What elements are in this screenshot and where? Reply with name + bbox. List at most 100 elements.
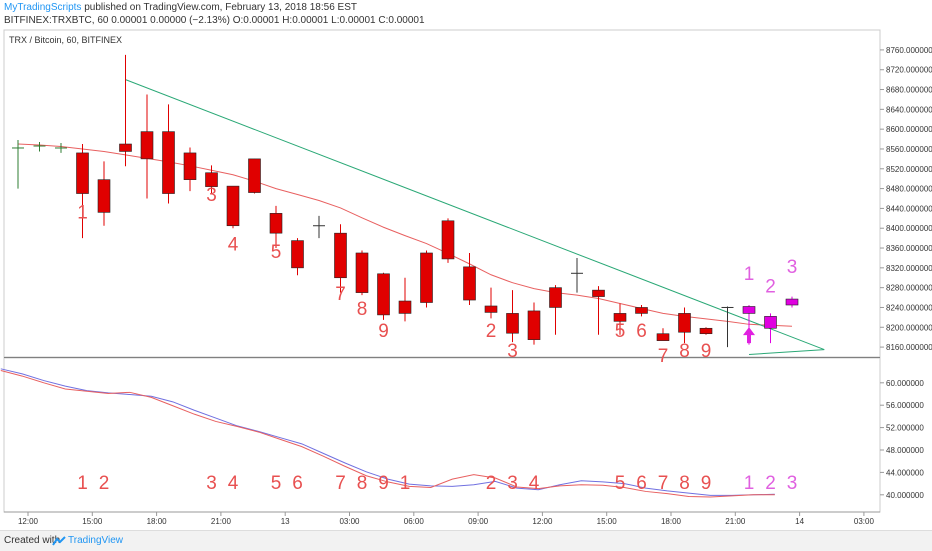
count-label: 7 <box>335 473 346 494</box>
count-label: 3 <box>507 473 518 494</box>
candle-body <box>269 213 283 234</box>
oscillator-line-1 <box>0 368 775 496</box>
tradingview-brand[interactable]: TradingView <box>68 535 124 546</box>
time-tick-label: 21:00 <box>211 517 232 526</box>
count-label: 2 <box>99 473 110 494</box>
setup-count-label: 3 <box>507 341 518 362</box>
candle-body <box>527 310 541 340</box>
setup-count-label: 4 <box>228 235 239 256</box>
setup-count-label: 5 <box>271 242 282 263</box>
price-tick-label: 8680.000000 <box>886 86 932 95</box>
count-label: 2 <box>486 473 497 494</box>
price-tick-label: 8200.000000 <box>886 323 932 332</box>
count-label: 9 <box>378 473 389 494</box>
candle-body <box>291 240 304 269</box>
candle-body <box>140 131 154 160</box>
price-tick-label: 8640.000000 <box>886 105 932 114</box>
count-label: 7 <box>658 473 669 494</box>
candle-body <box>97 179 111 213</box>
time-tick-label: 13 <box>281 517 290 526</box>
count-label: 1 <box>744 473 755 494</box>
count-label: 6 <box>292 473 303 494</box>
count-label: 3 <box>787 473 798 494</box>
oscillator-tick-label: 52.000000 <box>886 424 924 433</box>
price-tick-label: 8400.000000 <box>886 224 932 233</box>
published-text: published on TradingView.com, February 1… <box>81 2 357 13</box>
setup-count-label: 3 <box>787 257 798 278</box>
candle-body <box>119 143 132 152</box>
price-tick-label: 8320.000000 <box>886 264 932 273</box>
count-label: 5 <box>615 473 626 494</box>
time-tick-label: 09:00 <box>468 517 489 526</box>
price-tick-label: 8160.000000 <box>886 343 932 352</box>
setup-count-label: 7 <box>658 346 669 367</box>
count-label: 8 <box>679 473 690 494</box>
publish-info: MyTradingScripts published on TradingVie… <box>4 2 357 14</box>
count-label: 3 <box>206 473 217 494</box>
created-with-text: Created with <box>4 535 61 546</box>
candle-body <box>334 232 347 279</box>
count-label: 1 <box>400 473 411 494</box>
setup-count-label: 2 <box>486 321 497 342</box>
count-label: 2 <box>765 473 776 494</box>
time-tick-label: 03:00 <box>854 517 875 526</box>
price-tick-label: 8240.000000 <box>886 303 932 312</box>
count-label: 5 <box>271 473 282 494</box>
time-tick-label: 18:00 <box>661 517 682 526</box>
price-tick-label: 8360.000000 <box>886 244 932 253</box>
candle-body <box>463 266 476 301</box>
candle-body <box>484 305 498 313</box>
count-label: 6 <box>636 473 647 494</box>
candle-body <box>742 306 756 314</box>
time-tick-label: 18:00 <box>147 517 168 526</box>
candle-body <box>377 273 390 316</box>
count-label: 8 <box>357 473 368 494</box>
oscillator-tick-label: 56.000000 <box>886 401 924 410</box>
candle-body <box>678 313 691 333</box>
price-tick-label: 8600.000000 <box>886 125 932 134</box>
setup-count-label: 8 <box>357 299 368 320</box>
candle-body <box>764 316 777 329</box>
candle-body <box>635 307 648 314</box>
price-tick-label: 8720.000000 <box>886 66 932 75</box>
time-tick-label: 12:00 <box>532 517 553 526</box>
candle-body <box>398 300 412 314</box>
price-chart[interactable]: TRX / Bitcoin, 60, BITFINEX8760.00000087… <box>0 0 932 530</box>
setup-count-label: 9 <box>378 321 389 342</box>
price-tick-label: 8760.000000 <box>886 46 932 55</box>
oscillator-tick-label: 44.000000 <box>886 468 924 477</box>
oscillator-line-2 <box>0 369 775 498</box>
candle-body <box>162 131 175 194</box>
candle-body <box>76 152 89 194</box>
candle-body <box>592 289 605 297</box>
count-label: 1 <box>77 473 88 494</box>
candle-body <box>441 220 455 260</box>
oscillator-tick-label: 60.000000 <box>886 379 924 388</box>
support-trendline <box>748 349 825 356</box>
descending-trendline <box>125 79 825 351</box>
setup-count-label: 1 <box>744 264 755 285</box>
price-tick-label: 8440.000000 <box>886 204 932 213</box>
candle-body <box>355 252 369 293</box>
chart-header: MyTradingScripts published on TradingVie… <box>0 0 932 30</box>
candle-body <box>506 313 519 334</box>
count-label: 9 <box>701 473 712 494</box>
time-tick-label: 14 <box>795 517 804 526</box>
tradingview-logo-icon <box>52 536 66 550</box>
setup-count-label: 8 <box>679 341 690 362</box>
time-tick-label: 03:00 <box>339 517 360 526</box>
candle-body <box>183 152 197 180</box>
candle-body <box>420 252 433 303</box>
publisher-link[interactable]: MyTradingScripts <box>4 2 82 13</box>
price-tick-label: 8280.000000 <box>886 284 932 293</box>
candle-body <box>699 327 713 335</box>
count-label: 4 <box>228 473 239 494</box>
setup-count-label: 9 <box>701 341 712 362</box>
candle-body <box>549 287 562 308</box>
chart-title: TRX / Bitcoin, 60, BITFINEX <box>9 35 122 45</box>
time-tick-label: 15:00 <box>597 517 618 526</box>
candle-body <box>205 172 218 187</box>
ohlc-line: BITFINEX:TRXBTC, 60 0.00001 0.00000 (−2.… <box>4 15 425 26</box>
time-tick-label: 06:00 <box>404 517 425 526</box>
footer: Created with TradingView <box>0 530 932 551</box>
